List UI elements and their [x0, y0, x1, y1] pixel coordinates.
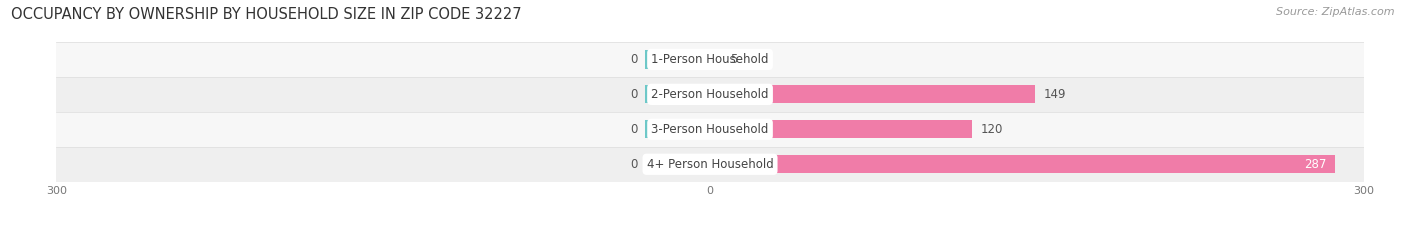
Bar	[644, 85, 710, 103]
Text: 3-Person Household: 3-Person Household	[651, 123, 769, 136]
Text: 0: 0	[631, 123, 638, 136]
Bar	[56, 42, 1364, 77]
Text: 0: 0	[631, 53, 638, 66]
Bar	[710, 120, 972, 138]
Text: 1-Person Household: 1-Person Household	[651, 53, 769, 66]
Text: OCCUPANCY BY OWNERSHIP BY HOUSEHOLD SIZE IN ZIP CODE 32227: OCCUPANCY BY OWNERSHIP BY HOUSEHOLD SIZE…	[11, 7, 522, 22]
Text: 287: 287	[1305, 158, 1327, 171]
Text: 0: 0	[631, 158, 638, 171]
Bar	[710, 50, 721, 69]
Text: 4+ Person Household: 4+ Person Household	[647, 158, 773, 171]
Bar	[56, 77, 1364, 112]
Text: 0: 0	[631, 88, 638, 101]
Text: 2-Person Household: 2-Person Household	[651, 88, 769, 101]
Text: 149: 149	[1043, 88, 1066, 101]
Text: 5: 5	[730, 53, 737, 66]
Text: Source: ZipAtlas.com: Source: ZipAtlas.com	[1277, 7, 1395, 17]
Bar	[644, 155, 710, 173]
Text: 120: 120	[980, 123, 1002, 136]
Bar	[710, 155, 1336, 173]
Bar	[56, 112, 1364, 147]
Bar	[710, 85, 1035, 103]
Bar	[644, 50, 710, 69]
Bar	[644, 120, 710, 138]
Bar	[56, 147, 1364, 182]
